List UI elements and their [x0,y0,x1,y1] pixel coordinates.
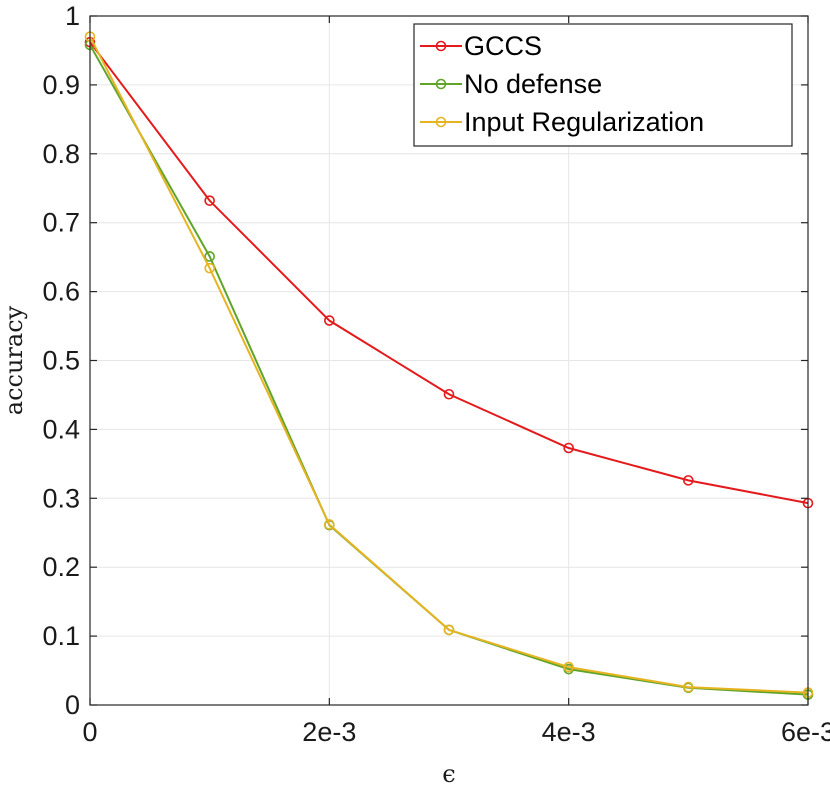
data-point [443,388,455,400]
y-tick-label: 0.3 [42,483,80,513]
x-tick-label: 0 [82,717,97,747]
y-tick-label: 1 [65,1,80,31]
data-point [683,681,694,693]
y-tick-label: 0.6 [42,277,80,307]
legend: GCCS No defense Input Regularization [413,23,793,147]
legend-entry: No defense [420,69,602,99]
x-tick-label: 4e-3 [542,717,596,747]
data-point [683,475,694,486]
y-tick-label: 0 [65,690,80,720]
legend-entry: GCCS [420,31,542,61]
y-tick-label: 0.5 [42,346,80,376]
legend-marker [435,40,447,52]
y-tick-label: 0.9 [42,70,80,100]
legend-label: No defense [464,69,602,99]
axis-ticks [89,15,809,706]
data-point [563,442,574,454]
legend-box [413,23,793,147]
legend-marker [435,78,447,90]
data-point [443,624,455,636]
series-line [89,36,809,694]
y-tick-label: 0.2 [42,552,80,582]
data-point [204,262,215,274]
x-axis-tick-labels: 0 2e-3 4e-3 6e-3 [82,717,830,747]
legend-entry: Input Regularization [420,107,704,137]
legend-marker [435,116,447,128]
y-axis-label: accuracy [0,305,28,415]
y-tick-label: 0.4 [42,414,80,444]
series-line [89,41,809,505]
data-point [324,519,335,530]
y-tick-label: 0.8 [42,139,80,169]
data-point [204,195,215,206]
x-tick-label: 6e-3 [781,717,830,747]
data-point [563,661,574,673]
y-axis-tick-labels: 0 0.1 0.2 0.3 0.4 0.5 0.6 0.7 0.8 0.9 1 [42,1,80,720]
x-axis-label: ϵ [442,760,455,786]
y-tick-label: 0.7 [42,208,80,238]
data-point [324,315,335,326]
data-point [204,251,215,262]
y-tick-label: 0.1 [42,621,80,651]
x-tick-label: 2e-3 [302,717,356,747]
legend-label: Input Regularization [464,107,704,137]
legend-label: GCCS [464,31,542,61]
